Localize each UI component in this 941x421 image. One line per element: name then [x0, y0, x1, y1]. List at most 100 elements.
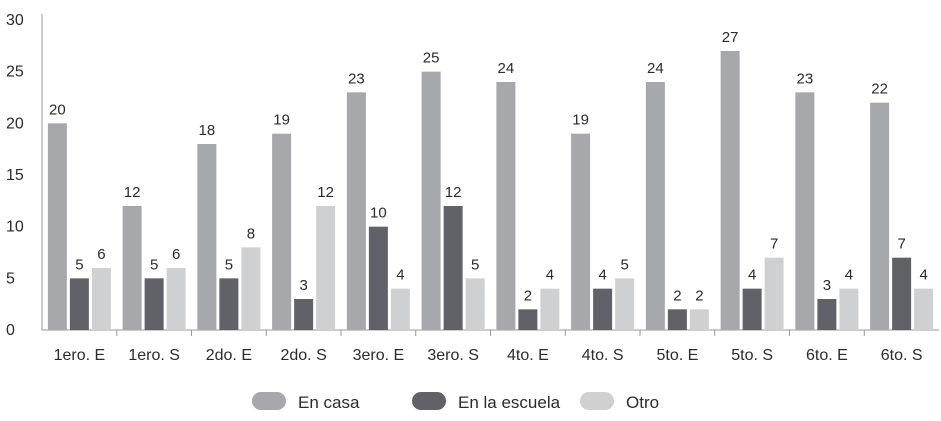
data-label: 10 [370, 205, 387, 222]
bar-en-la-escuela [518, 309, 538, 330]
bar-en-casa [645, 82, 665, 330]
bar-otro [166, 268, 186, 330]
bar-otro [615, 278, 635, 330]
bar-otro [540, 288, 560, 330]
bar-otro [689, 309, 709, 330]
bar-en-casa [122, 206, 142, 330]
bar-otro [91, 268, 111, 330]
bar-en-casa [870, 102, 890, 331]
data-label: 27 [722, 29, 739, 46]
data-label: 22 [871, 81, 888, 98]
bar-en-casa [720, 51, 740, 330]
data-label: 2 [673, 287, 681, 304]
bar-otro [241, 247, 261, 330]
data-label: 18 [199, 122, 216, 139]
x-axis: 1ero. E 1ero. S 2do. E 2do. S 3ero. E 3ero. S… [42, 329, 939, 364]
y-tick-label: 30 [6, 12, 24, 29]
x-tick-label: 5to. S [731, 347, 773, 364]
data-label: 3 [823, 277, 831, 294]
bar-otro [465, 278, 485, 330]
bar-en-la-escuela [817, 299, 837, 330]
bar-otro [390, 288, 410, 330]
data-label: 12 [445, 184, 462, 201]
bar-en-casa [197, 144, 217, 330]
bar-otro [764, 257, 784, 330]
legend-swatch [580, 392, 614, 410]
data-label: 23 [348, 70, 365, 87]
data-label: 12 [317, 184, 334, 201]
bar-en-casa [47, 123, 67, 330]
bar-en-la-escuela [368, 226, 388, 330]
bar-en-casa [346, 92, 366, 330]
data-label: 7 [897, 236, 905, 253]
x-tick-label: 1ero. S [128, 347, 180, 364]
x-tick-label: 2do. S [280, 347, 326, 364]
y-tick-label: 15 [6, 167, 24, 184]
legend-swatch [252, 392, 286, 410]
data-label: 23 [797, 70, 814, 87]
data-label: 5 [620, 256, 628, 273]
data-label: 8 [247, 225, 255, 242]
data-label: 5 [471, 256, 479, 273]
bar-en-la-escuela [69, 278, 89, 330]
x-tick-label: 4to. E [507, 347, 549, 364]
legend-swatch [412, 392, 446, 410]
data-label: 24 [498, 60, 515, 77]
legend-label: Otro [626, 393, 659, 412]
x-tick-label: 3ero. S [427, 347, 479, 364]
data-label: 5 [150, 256, 158, 273]
bar-otro [914, 288, 934, 330]
x-tick-label: 6to. E [806, 347, 848, 364]
bar-en-casa [421, 71, 441, 331]
data-label: 4 [598, 267, 606, 284]
data-label: 4 [748, 267, 756, 284]
data-label: 12 [124, 184, 141, 201]
bar-en-casa [571, 133, 591, 330]
data-label: 6 [97, 246, 105, 263]
bar-en-casa [272, 133, 292, 330]
data-label: 7 [770, 236, 778, 253]
bar-en-casa [496, 82, 516, 330]
data-label: 6 [172, 246, 180, 263]
bar-otro [839, 288, 859, 330]
x-tick-label: 2do. E [206, 347, 252, 364]
data-label: 3 [299, 277, 307, 294]
bar-en-la-escuela [443, 206, 463, 330]
data-label: 4 [919, 267, 927, 284]
data-label: 4 [546, 267, 554, 284]
y-axis: 0 5 10 15 20 25 30 [6, 12, 43, 339]
data-label: 2 [524, 287, 532, 304]
bar-en-la-escuela [144, 278, 164, 330]
bar-en-la-escuela [294, 299, 314, 330]
bar-en-la-escuela [667, 309, 687, 330]
data-label: 20 [49, 101, 66, 118]
bars [47, 51, 934, 331]
y-tick-label: 25 [6, 64, 24, 81]
legend-label: En casa [298, 393, 360, 412]
data-label: 2 [695, 287, 703, 304]
bar-en-la-escuela [593, 288, 613, 330]
bar-en-la-escuela [892, 257, 912, 330]
data-label: 4 [396, 267, 404, 284]
data-label: 5 [75, 256, 83, 273]
data-label: 4 [845, 267, 853, 284]
y-tick-label: 10 [6, 219, 24, 236]
data-label: 19 [572, 112, 589, 129]
data-label: 5 [225, 256, 233, 273]
x-tick-label: 4to. S [582, 347, 624, 364]
y-tick-label: 20 [6, 115, 24, 132]
bar-en-la-escuela [742, 288, 762, 330]
y-tick-label: 0 [6, 322, 15, 339]
x-tick-label: 5to. E [656, 347, 698, 364]
bar-en-la-escuela [219, 278, 239, 330]
data-label: 25 [423, 50, 440, 67]
data-label: 19 [273, 112, 290, 129]
legend: En casa En la escuela Otro [252, 392, 659, 412]
y-tick-label: 5 [6, 270, 15, 287]
x-tick-label: 6to. S [881, 347, 923, 364]
x-tick-label: 3ero. E [353, 347, 405, 364]
x-tick-label: 1ero. E [54, 347, 106, 364]
